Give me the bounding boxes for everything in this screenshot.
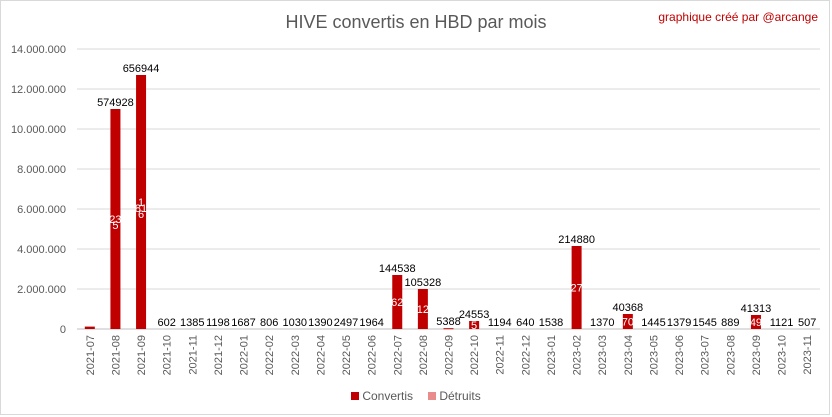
bar-convertis [622, 314, 633, 329]
x-tick-label: 2021-09 [136, 335, 148, 375]
x-tick-label: 2023-07 [700, 335, 712, 375]
y-tick-label: 12.000.000 [11, 84, 66, 96]
x-tick-label: 2023-06 [674, 335, 686, 375]
data-label: 1545 [692, 317, 716, 329]
y-tick-label: 10.000.000 [11, 124, 66, 136]
bar-convertis [417, 289, 428, 329]
data-label: 41313 [741, 303, 772, 315]
x-tick-label: 2021-11 [187, 335, 199, 375]
chart-credit: graphique créé par @arcange [658, 10, 818, 24]
x-tick-label: 2023-09 [751, 335, 763, 375]
bar-convertis [443, 328, 454, 330]
x-tick-label: 2022-04 [315, 335, 327, 375]
data-label: 1121 [770, 317, 794, 329]
y-tick-label: 4.000.000 [17, 244, 66, 256]
legend-item-convertis: Convertis [351, 389, 413, 403]
data-label: 1379 [667, 317, 691, 329]
x-tick-label: 2023-11 [802, 335, 814, 375]
data-label: 1370 [590, 317, 614, 329]
y-tick-label: 8.000.000 [17, 164, 66, 176]
x-tick-label: 2022-11 [495, 335, 507, 375]
inner-data-label: 1 [138, 197, 144, 209]
legend-swatch-convertis [351, 392, 360, 400]
x-tick-label: 2023-04 [623, 335, 635, 375]
bar-convertis [571, 246, 582, 329]
data-label: 40368 [613, 302, 644, 314]
data-label: 1538 [539, 317, 563, 329]
data-label: 806 [260, 317, 278, 329]
data-label: 574928 [97, 97, 134, 109]
bar-convertis [110, 109, 121, 329]
data-label: 144538 [379, 263, 416, 275]
x-tick-label: 2023-02 [572, 335, 584, 375]
x-tick-label: 2021-10 [162, 335, 174, 375]
data-label: 1445 [641, 317, 665, 329]
x-tick-label: 2022-03 [290, 335, 302, 375]
inner-data-label: 62 [391, 297, 403, 309]
data-label: 1687 [231, 317, 255, 329]
legend-item-detruits: Détruits [428, 389, 481, 403]
data-label: 5388 [436, 316, 460, 328]
y-tick-label: 0 [60, 324, 66, 336]
x-tick-label: 2022-07 [392, 335, 404, 375]
data-label: 889 [721, 317, 739, 329]
x-tick-label: 2021-07 [85, 335, 97, 375]
inner-data-label: 49 [750, 317, 762, 329]
y-tick-label: 14.000.000 [11, 44, 66, 56]
bar-convertis [84, 326, 95, 329]
data-label: 1385 [180, 317, 204, 329]
bar-convertis [750, 315, 761, 329]
inner-data-label: 70 [622, 317, 634, 329]
bar-convertis [392, 275, 403, 329]
x-tick-label: 2023-03 [597, 335, 609, 375]
x-tick-label: 2022-02 [264, 335, 276, 375]
x-tick-label: 2022-12 [520, 335, 532, 375]
data-label: 507 [798, 317, 816, 329]
data-label: 1030 [283, 317, 307, 329]
x-tick-label: 2023-10 [777, 335, 789, 375]
x-tick-label: 2023-05 [648, 335, 660, 375]
bar-convertis [136, 75, 147, 329]
x-tick-label: 2022-08 [418, 335, 430, 375]
chart-title: HIVE convertis en HBD par mois [285, 12, 547, 32]
x-tick-label: 2023-08 [725, 335, 737, 375]
data-label: 2497 [334, 317, 358, 329]
inner-data-label: 6 [138, 209, 144, 221]
data-label: 656944 [123, 63, 160, 75]
inner-data-label: 5 [112, 220, 118, 232]
x-tick-label: 2022-01 [239, 335, 251, 375]
inner-data-label: 12 [417, 304, 429, 316]
x-tick-label: 2021-08 [110, 335, 122, 375]
x-tick-label: 2023-01 [546, 335, 558, 375]
data-label: 1198 [206, 317, 230, 329]
x-tick-label: 2022-10 [469, 335, 481, 375]
y-tick-label: 6.000.000 [17, 204, 66, 216]
y-tick-label: 2.000.000 [17, 284, 66, 296]
legend-label-convertis: Convertis [362, 389, 413, 403]
inner-data-label: 23 [109, 214, 121, 226]
legend-label-detruits: Détruits [439, 389, 481, 403]
data-label: 1194 [488, 317, 512, 329]
data-label: 24553 [459, 309, 490, 321]
x-tick-label: 2022-06 [367, 335, 379, 375]
inner-data-label: 81 [135, 203, 147, 215]
x-tick-label: 2022-09 [444, 335, 456, 375]
inner-data-label: 27 [570, 283, 582, 295]
data-label: 602 [157, 317, 175, 329]
data-label: 1964 [359, 317, 383, 329]
bar-convertis [469, 321, 480, 329]
data-label: 105328 [405, 277, 442, 289]
chart-legend: Convertis Détruits [0, 389, 832, 403]
inner-data-label: 5 [471, 320, 477, 332]
legend-swatch-detruits [428, 392, 437, 400]
data-label: 1390 [308, 317, 332, 329]
data-label: 640 [516, 317, 534, 329]
data-label: 214880 [558, 234, 595, 246]
x-tick-label: 2022-05 [341, 335, 353, 375]
x-tick-label: 2021-12 [213, 335, 225, 375]
